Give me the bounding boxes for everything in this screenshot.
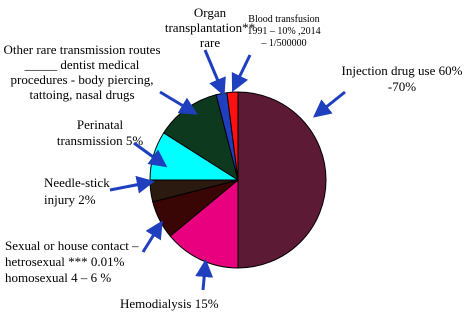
slice-label: Other rare transmission routes _____ dent… <box>3 42 160 102</box>
slice-label: Needle-stick injury 2% <box>44 175 110 207</box>
pie <box>149 91 327 269</box>
arrow <box>231 54 252 93</box>
arrow <box>312 90 346 118</box>
arrow <box>109 175 155 194</box>
arrow <box>203 49 226 97</box>
pie-slice <box>237 91 327 269</box>
slice-label: Perinatal transmission 5% <box>57 117 143 148</box>
slice-label: Organ transplantation** rare <box>165 5 255 50</box>
labels: Injection drug use 60% -70% Hemodialysis 1… <box>3 5 462 311</box>
arrow <box>141 220 163 253</box>
slice-label: Blood transfusion 1991 – 10% ,2014– 1/500… <box>247 14 320 49</box>
arrow <box>159 90 198 115</box>
slice-label: Sexual or house contact – hetrosexual ***… <box>5 238 139 285</box>
arrow <box>195 259 214 291</box>
slice-label: Injection drug use 60% -70% <box>342 63 463 94</box>
slice-label: Hemodialysis 15% <box>120 296 219 311</box>
arrow <box>133 141 168 168</box>
